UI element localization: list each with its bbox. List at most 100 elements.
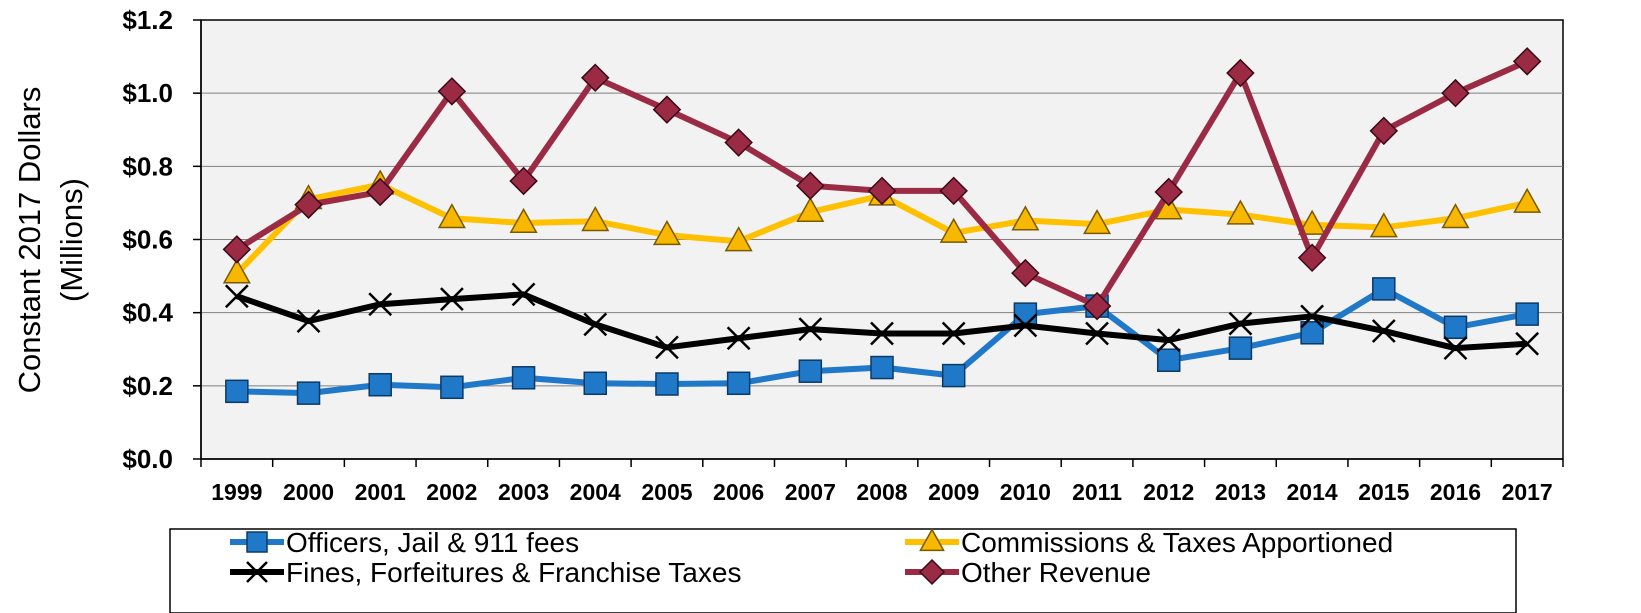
data-point-marker bbox=[941, 363, 966, 388]
x-tick-label: 2013 bbox=[1215, 479, 1266, 505]
data-point-marker bbox=[1515, 331, 1540, 356]
legend-label: Fines, Forfeitures & Franchise Taxes bbox=[286, 557, 741, 588]
legend-marker bbox=[246, 561, 268, 583]
data-point-marker bbox=[726, 371, 751, 396]
x-tick-label: 2005 bbox=[641, 479, 692, 505]
x-tick-label: 2017 bbox=[1502, 479, 1553, 505]
legend-item-officers-jail-911-fees: Officers, Jail & 911 fees bbox=[230, 527, 579, 558]
data-point-marker bbox=[294, 190, 323, 220]
y-axis-title-line: (Millions) bbox=[54, 178, 89, 302]
data-point-marker bbox=[1300, 304, 1324, 329]
data-point-marker bbox=[1443, 315, 1468, 340]
x-tick-label: 2011 bbox=[1072, 479, 1122, 505]
y-axis-label: Constant 2017 Dollars (Millions) bbox=[12, 87, 89, 394]
y-axis-title: Constant 2017 Dollars (Millions) bbox=[12, 87, 89, 394]
data-point-marker bbox=[368, 292, 393, 317]
data-point-marker bbox=[1300, 321, 1324, 345]
data-point-marker bbox=[1515, 302, 1539, 326]
data-point-marker bbox=[655, 335, 679, 360]
data-point-marker bbox=[296, 381, 321, 405]
data-point-marker bbox=[941, 321, 966, 346]
data-point-marker bbox=[798, 317, 823, 342]
data-point-marker bbox=[1011, 205, 1040, 231]
data-point-marker bbox=[939, 217, 968, 243]
y-axis-title-line: Constant 2017 Dollars bbox=[12, 87, 47, 394]
x-tick-label: 2006 bbox=[713, 479, 764, 505]
x-tick-label: 2004 bbox=[570, 479, 621, 505]
data-point-marker bbox=[1011, 258, 1040, 288]
x-tick-label: 2002 bbox=[426, 479, 477, 505]
legend: Officers, Jail & 911 fees Commissions & T… bbox=[169, 527, 1517, 613]
x-tick-label: 2009 bbox=[928, 479, 979, 505]
axes bbox=[193, 19, 1564, 467]
x-tick-label: 2010 bbox=[1000, 479, 1051, 505]
legend-label: Other Revenue bbox=[961, 557, 1151, 588]
y-axis-tick-labels: $0.0 $0.2 $0.4 $0.6 $0.8 $1.0 $1.2 bbox=[122, 5, 173, 474]
data-point-marker bbox=[1513, 187, 1542, 213]
data-point-marker bbox=[509, 166, 538, 196]
data-point-marker bbox=[1372, 277, 1396, 301]
x-tick-label: 2000 bbox=[283, 479, 334, 505]
data-point-marker bbox=[1226, 58, 1255, 88]
series-other-revenue bbox=[222, 47, 1542, 321]
y-tick-label: $0.4 bbox=[122, 298, 173, 328]
y-tick-label: $0.8 bbox=[122, 151, 173, 181]
data-point-marker bbox=[652, 219, 681, 246]
data-point-marker bbox=[1443, 336, 1468, 361]
data-point-marker bbox=[1369, 212, 1398, 238]
data-point-marker bbox=[583, 312, 608, 337]
data-point-marker bbox=[511, 366, 536, 390]
data-point-marker bbox=[1154, 177, 1183, 207]
data-point-marker bbox=[581, 206, 610, 232]
data-point-marker bbox=[224, 284, 249, 309]
legend-label: Commissions & Taxes Apportioned bbox=[961, 527, 1393, 558]
data-point-marker bbox=[437, 77, 467, 106]
series-lines bbox=[222, 47, 1542, 405]
x-tick-label: 2007 bbox=[785, 479, 836, 505]
data-point-marker bbox=[222, 235, 252, 264]
x-tick-label: 1999 bbox=[211, 479, 262, 505]
data-point-marker bbox=[1512, 47, 1542, 76]
x-tick-label: 2015 bbox=[1358, 479, 1409, 505]
data-point-marker bbox=[726, 326, 751, 351]
data-point-marker bbox=[1371, 319, 1396, 343]
data-point-marker bbox=[1013, 313, 1038, 338]
data-point-marker bbox=[581, 63, 610, 93]
data-point-marker bbox=[1013, 302, 1038, 326]
data-point-marker bbox=[1082, 291, 1112, 321]
data-point-marker bbox=[652, 95, 682, 124]
data-point-marker bbox=[222, 258, 251, 284]
data-point-marker bbox=[1228, 336, 1253, 360]
legend-marker bbox=[918, 558, 946, 586]
data-point-marker bbox=[870, 321, 894, 346]
y-tick-label: $1.0 bbox=[122, 78, 173, 108]
x-tick-label: 2001 bbox=[355, 479, 406, 505]
data-point-marker bbox=[1369, 116, 1399, 146]
data-point-marker bbox=[437, 203, 466, 229]
data-point-marker bbox=[225, 379, 249, 404]
data-point-marker bbox=[511, 282, 536, 307]
x-tick-label: 2014 bbox=[1287, 479, 1338, 505]
series-officers-jail-911-fees bbox=[225, 277, 1539, 405]
data-point-marker bbox=[1297, 243, 1327, 273]
data-point-marker bbox=[724, 128, 753, 157]
data-point-marker bbox=[724, 226, 753, 252]
legend-item-commissions-taxes-apportioned: Commissions & Taxes Apportioned bbox=[905, 527, 1393, 558]
data-point-marker bbox=[1085, 321, 1109, 346]
legend-item-other-revenue: Other Revenue bbox=[905, 557, 1151, 588]
data-point-marker bbox=[1226, 199, 1255, 225]
data-point-marker bbox=[1083, 208, 1112, 235]
legend-label: Officers, Jail & 911 fees bbox=[286, 527, 579, 558]
data-point-marker bbox=[655, 372, 679, 396]
legend-box bbox=[169, 528, 1517, 613]
data-point-marker bbox=[1156, 348, 1181, 372]
data-point-marker bbox=[939, 176, 968, 206]
y-tick-label: $1.2 bbox=[122, 5, 173, 35]
x-axis-tick-labels: 1999 2000 2001 2002 2003 2004 2005 2006 2007 2008… bbox=[211, 479, 1552, 505]
data-point-marker bbox=[440, 375, 464, 400]
series-fines-forfeitures-franchise-taxes bbox=[224, 282, 1540, 361]
data-point-marker bbox=[1156, 328, 1181, 352]
data-point-marker bbox=[867, 176, 897, 206]
